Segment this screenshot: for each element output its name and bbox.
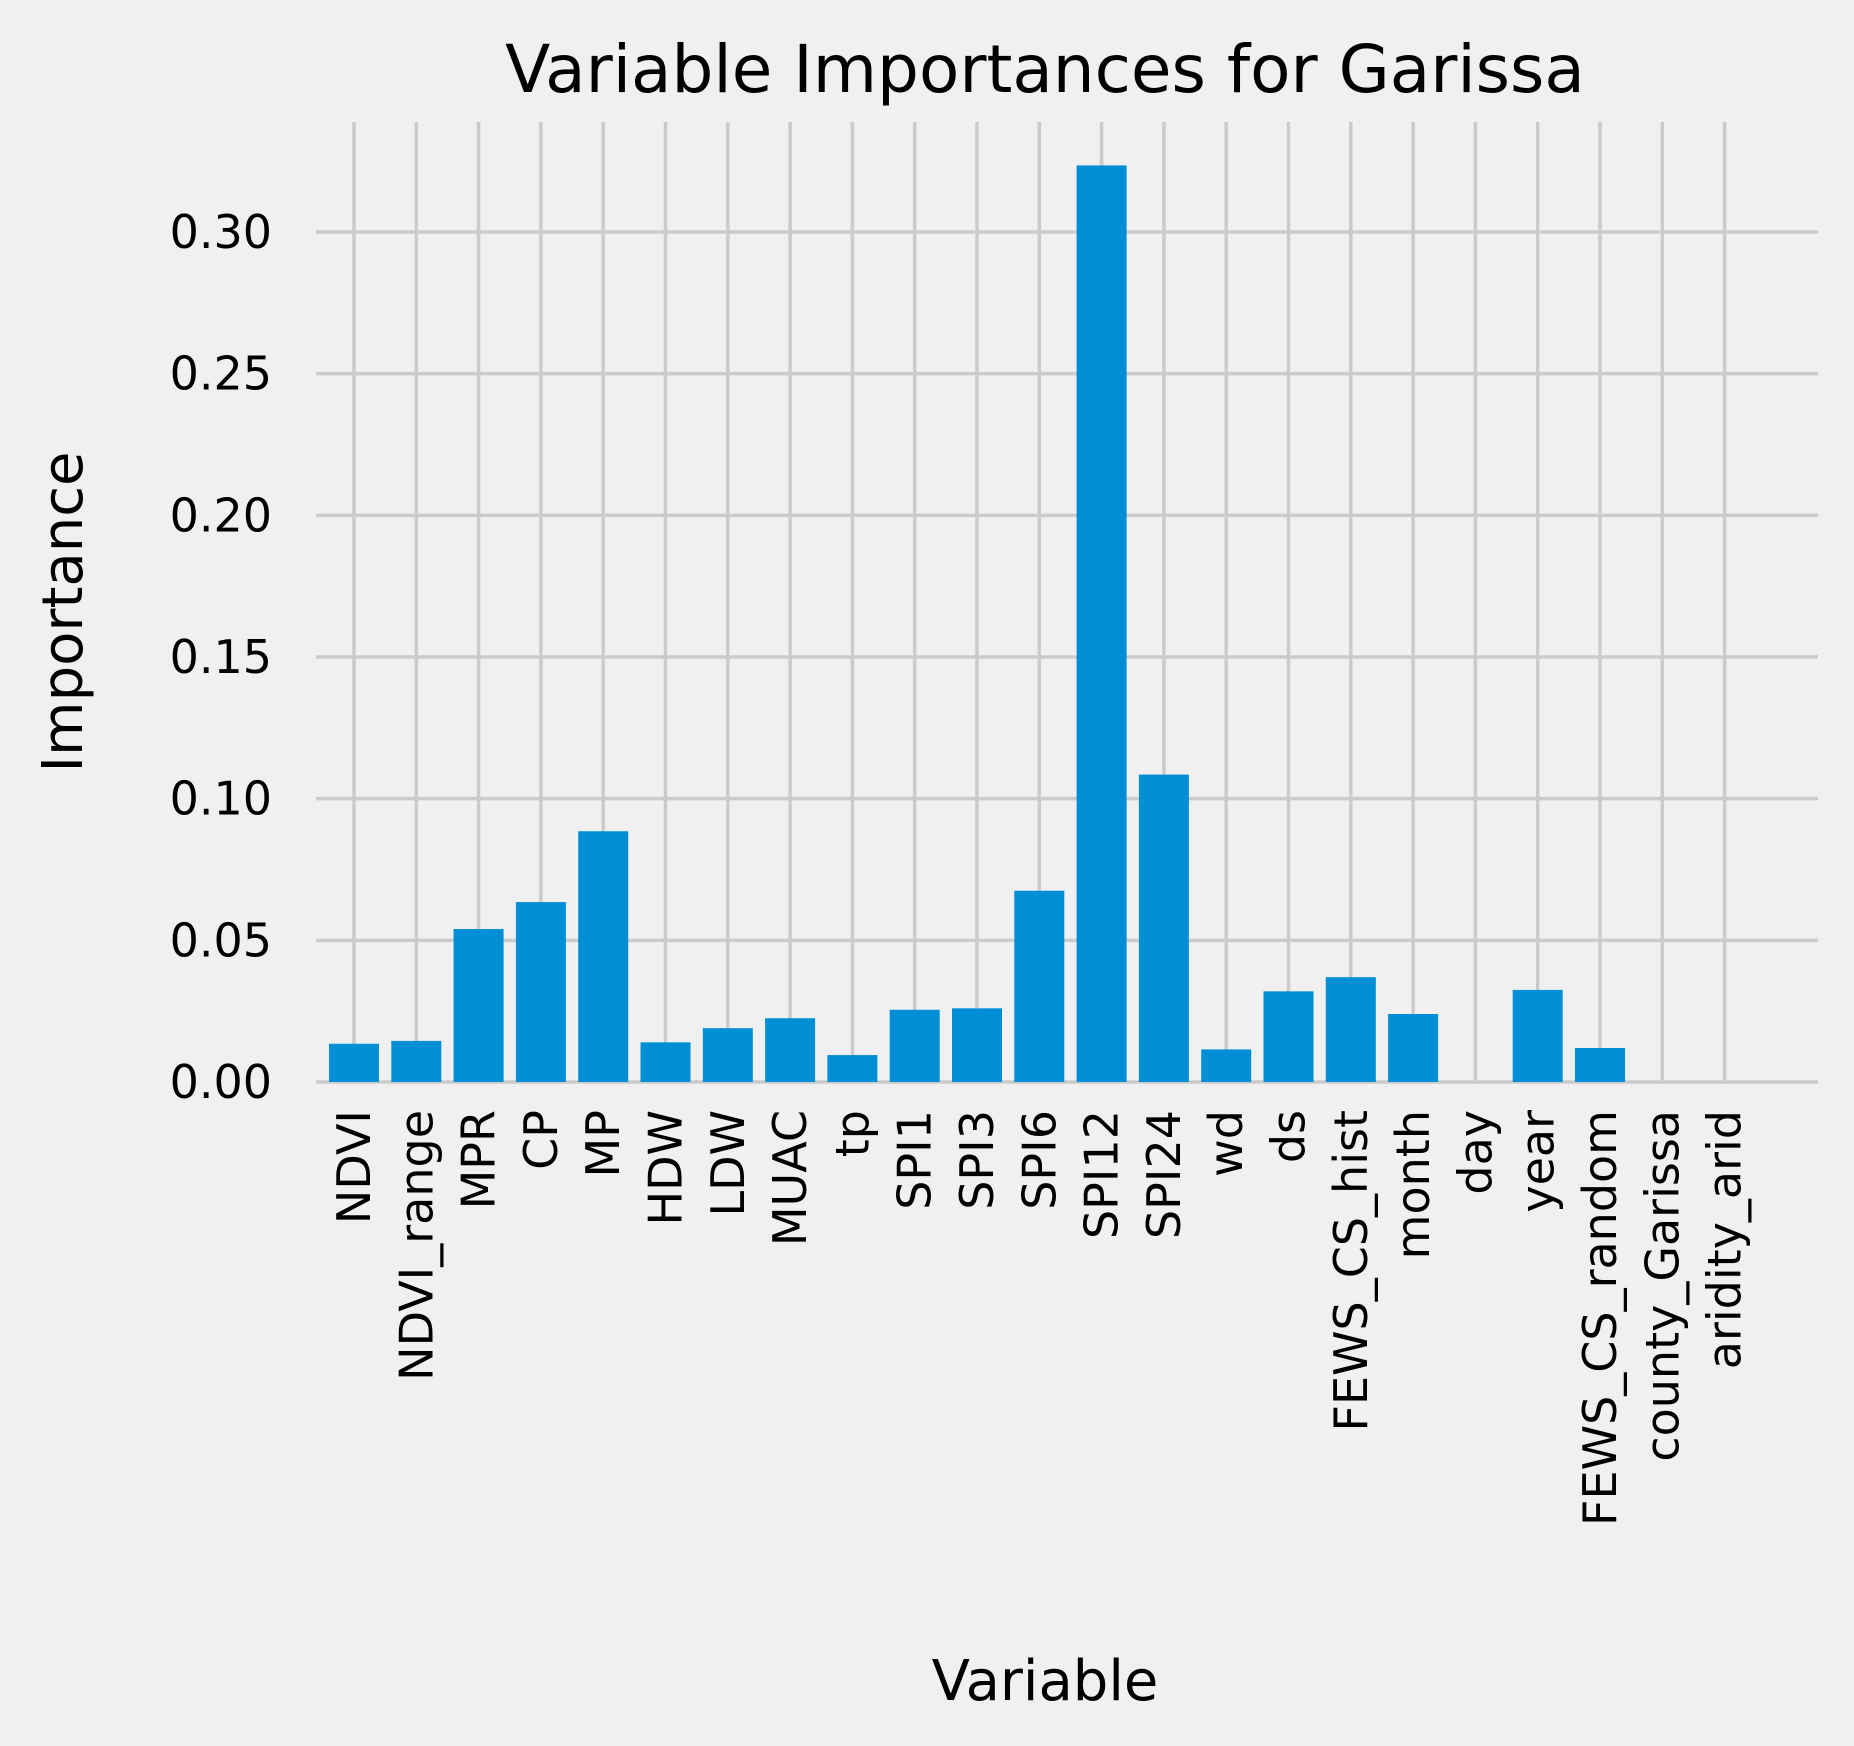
y-tick-label: 0.05 [170, 913, 272, 967]
bar-ds [1263, 991, 1314, 1082]
bar-wd [1201, 1049, 1252, 1082]
bar-SPI24 [1138, 774, 1189, 1082]
x-tick-label: month [1386, 1110, 1440, 1259]
bar-month [1388, 1014, 1439, 1082]
x-tick-label: aridity_arid [1698, 1110, 1752, 1369]
y-tick-label: 0.10 [170, 772, 272, 826]
x-axis-label: Variable [932, 1649, 1159, 1714]
bar-NDVI [329, 1043, 379, 1082]
y-tick-label: 0.15 [170, 630, 272, 684]
x-tick-labels: NDVI NDVI_range MPR CP MP HDW LDW MUAC tp SPI1 SPI… [327, 1110, 1752, 1526]
bar-FEWS_CS_hist [1325, 977, 1376, 1082]
x-tick-label: day [1448, 1110, 1502, 1195]
x-tick-label: SPI12 [1075, 1110, 1129, 1239]
bar-MP [578, 831, 629, 1082]
y-gridlines [316, 230, 1818, 1084]
x-tick-label: year [1511, 1110, 1565, 1213]
bar-SPI12 [1076, 165, 1127, 1082]
y-axis-label: Importance [31, 452, 96, 773]
bar-NDVI_range [391, 1040, 442, 1082]
x-tick-label: FEWS_CS_hist [1324, 1110, 1378, 1431]
x-tick-label: NDVI_range [389, 1110, 443, 1381]
x-tick-label: county_Garissa [1635, 1110, 1689, 1462]
bar-MUAC [765, 1018, 816, 1082]
bars [329, 165, 1625, 1082]
y-tick-label: 0.30 [170, 205, 272, 259]
x-gridlines [352, 122, 1727, 1082]
bar-FEWS_CS_random [1575, 1048, 1625, 1082]
x-tick-label: SPI3 [950, 1110, 1004, 1210]
bar-LDW [702, 1028, 753, 1082]
x-tick-label: LDW [701, 1110, 755, 1217]
x-tick-label: SPI1 [888, 1110, 942, 1210]
x-tick-label: MPR [452, 1110, 506, 1209]
x-tick-label: NDVI [327, 1110, 381, 1224]
bar-year [1512, 989, 1563, 1082]
bar-tp [827, 1055, 878, 1082]
bar-CP [515, 902, 566, 1082]
x-tick-label: ds [1262, 1110, 1316, 1163]
x-tick-label: SPI24 [1137, 1110, 1191, 1239]
x-tick-label: MUAC [763, 1110, 817, 1246]
bar-SPI1 [889, 1009, 940, 1082]
x-tick-label: wd [1199, 1110, 1253, 1177]
x-tick-label: FEWS_CS_random [1573, 1110, 1627, 1526]
x-tick-label: SPI6 [1012, 1110, 1066, 1210]
x-tick-label: tp [825, 1110, 879, 1157]
bar-SPI6 [1014, 890, 1065, 1082]
bar-HDW [640, 1042, 691, 1082]
y-tick-label: 0.25 [170, 347, 272, 401]
x-tick-label: MP [576, 1110, 630, 1177]
chart-title: Variable Importances for Garissa [505, 31, 1585, 108]
y-tick-label: 0.20 [170, 488, 272, 542]
bar-MPR [453, 929, 504, 1082]
x-tick-label: HDW [639, 1110, 693, 1226]
bar-SPI3 [952, 1008, 1002, 1082]
y-tick-labels: 0.00 0.05 0.10 0.15 0.20 0.25 0.30 [170, 205, 272, 1109]
y-tick-label: 0.00 [170, 1055, 272, 1109]
x-tick-label: CP [514, 1110, 568, 1170]
